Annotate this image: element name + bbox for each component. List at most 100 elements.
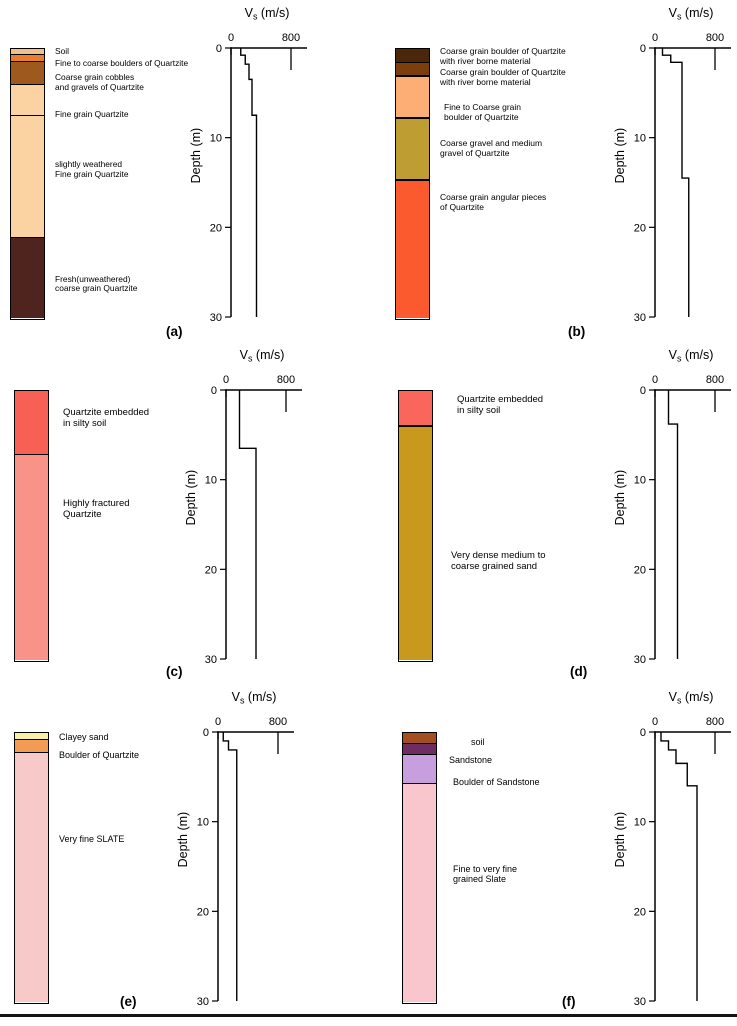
x-tick-label: 800 [706, 32, 724, 44]
litho-layer [15, 733, 48, 740]
x-tick-label: 800 [706, 716, 724, 728]
litho-layer [11, 49, 44, 55]
x-tick-label: 800 [269, 716, 287, 728]
y-axis-title: Depth (m) [613, 128, 627, 184]
y-tick-label: 0 [640, 385, 646, 397]
litho-layer [15, 391, 48, 454]
y-tick-label: 10 [210, 133, 222, 145]
y-tick-label: 20 [634, 906, 646, 918]
panel-label-f: (f) [562, 994, 576, 1009]
vs-profile-line [660, 732, 698, 1001]
x-axis-title: Vs (m/s) [232, 690, 277, 706]
litho-layer [396, 61, 429, 75]
litho-layer [11, 54, 44, 61]
y-tick-label: 30 [205, 654, 217, 666]
vs-profile-line [238, 390, 257, 659]
y-tick-label: 0 [216, 43, 222, 55]
y-tick-label: 10 [197, 817, 209, 829]
layer-label: Fine to coarse boulders of Quartzite [55, 58, 189, 69]
x-axis-title: Vs (m/s) [669, 690, 714, 706]
vs-depth-plot: Vs (m/s) 0 800 0 10 20 30 Depth (m) [613, 348, 731, 666]
vs-depth-plot: Vs (m/s) 0 800 0 10 20 30 Depth (m) [613, 6, 731, 324]
litho-column-f [402, 732, 437, 1004]
panel-e: Clayey sand Boulder of Quartzite Very fine… [0, 684, 368, 1026]
layer-label: Very fine SLATE [59, 833, 125, 844]
panel-c: Quartzite embedded in silty soil Highly f… [0, 342, 368, 684]
panel-label-b: (b) [568, 324, 586, 339]
litho-layer [11, 83, 44, 116]
x-tick-label: 0 [652, 716, 658, 728]
y-axis-title: Depth (m) [189, 128, 203, 184]
layer-label: Quartzite embedded in silty soil [63, 406, 150, 429]
litho-column-e [14, 732, 49, 1004]
panel-label-c: (c) [166, 664, 183, 679]
y-tick-label: 20 [205, 564, 217, 576]
panel-label-d: (d) [570, 664, 588, 679]
layer-label: Coarse gravel and medium gravel of Quart… [440, 138, 543, 159]
layer-label: Very dense medium to coarse grained sand [451, 550, 546, 573]
x-axis-title: Vs (m/s) [245, 6, 290, 22]
x-tick-label: 0 [652, 32, 658, 44]
layer-label: Coarse grain cobbles and gravels of Quar… [55, 71, 144, 92]
x-axis-title: Vs (m/s) [669, 6, 714, 22]
y-axis-title: Depth (m) [613, 470, 627, 526]
x-tick-label: 800 [282, 32, 300, 44]
bottom-rule [0, 1014, 737, 1017]
layer-label: Quartzite embedded in silty soil [457, 394, 544, 417]
layer-label: soil [471, 737, 485, 748]
y-tick-label: 0 [211, 385, 217, 397]
y-tick-label: 10 [205, 475, 217, 487]
layer-label: Clayey sand [59, 731, 109, 742]
y-tick-label: 30 [634, 312, 646, 324]
y-tick-label: 30 [197, 996, 209, 1008]
layer-labels: Clayey sand Boulder of Quartzite Very fine… [55, 732, 170, 1004]
x-tick-label: 0 [223, 374, 229, 386]
y-tick-label: 20 [210, 222, 222, 234]
litho-column-c [14, 390, 49, 662]
vs-profile-line [667, 390, 679, 659]
y-tick-label: 30 [634, 996, 646, 1008]
litho-layer [403, 742, 436, 754]
litho-layer [396, 75, 429, 118]
litho-layer [11, 115, 44, 238]
litho-layer [399, 391, 432, 426]
y-tick-label: 30 [634, 654, 646, 666]
litho-column-b [395, 48, 430, 320]
vs-profile-line [661, 48, 690, 317]
vs-depth-plot: Vs (m/s) 0 800 0 10 20 30 Depth (m) [189, 6, 307, 324]
litho-layer [15, 751, 48, 1002]
vs-depth-plot: Vs (m/s) 0 800 0 10 20 30 Depth (m) [184, 348, 302, 666]
litho-layer [15, 453, 48, 660]
x-tick-label: 800 [706, 374, 724, 386]
layer-label: Soil [55, 45, 69, 56]
layer-labels: Coarse grain boulder of Quartzite with r… [436, 46, 596, 320]
layer-label: Fine grain Quartzite [55, 108, 129, 119]
x-axis-title: Vs (m/s) [240, 348, 285, 364]
layer-labels: soil Sandstone Boulder of Sandstone Fine to… [443, 732, 543, 1004]
panel-d: Quartzite embedded in silty soil Very den… [368, 342, 737, 684]
y-axis-title: Depth (m) [184, 470, 198, 526]
litho-column-d [398, 390, 433, 662]
y-tick-label: 0 [640, 727, 646, 739]
litho-layer [11, 237, 44, 318]
y-tick-label: 20 [197, 906, 209, 918]
panel-label-e: (e) [120, 994, 137, 1009]
x-axis-title: Vs (m/s) [669, 348, 714, 364]
litho-layer [403, 783, 436, 1002]
litho-layer [396, 179, 429, 318]
x-tick-label: 0 [215, 716, 221, 728]
panel-label-a: (a) [166, 324, 183, 339]
litho-layer [11, 60, 44, 84]
vs-profile-line [222, 732, 238, 1001]
panel-f: soil Sandstone Boulder of Sandstone Fine to… [368, 684, 737, 1026]
layer-label: Highly fractured Quartzite [63, 498, 130, 521]
layer-label: slightly weathered Fine grain Quartzite [55, 158, 129, 179]
y-tick-label: 0 [640, 43, 646, 55]
litho-layer [15, 739, 48, 752]
x-tick-label: 0 [228, 32, 234, 44]
layer-label: Fine to Coarse grain boulder of Quartzit… [444, 102, 522, 123]
y-tick-label: 0 [203, 727, 209, 739]
litho-layer [399, 425, 432, 660]
vs-depth-plot: Vs (m/s) 0 800 0 10 20 30 Depth (m) [613, 690, 731, 1008]
